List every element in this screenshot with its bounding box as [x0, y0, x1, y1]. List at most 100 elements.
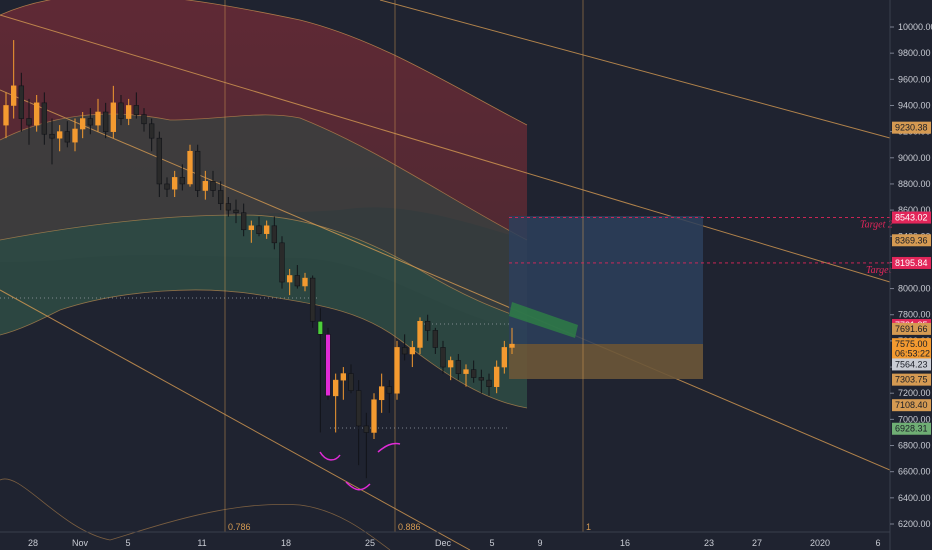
candle-body: [470, 369, 477, 378]
candle-body: [417, 320, 423, 348]
candle-body: [156, 137, 163, 185]
candle-body: [263, 225, 270, 234]
price-badge-label: 8369.36: [895, 235, 928, 245]
price-badge: [892, 373, 931, 386]
candle-body: [187, 150, 193, 185]
y-tick-label: 6600.00: [898, 467, 931, 477]
candle-body: [202, 181, 209, 191]
candle-body: [225, 203, 232, 211]
candle-body: [325, 334, 331, 397]
candle-body: [18, 85, 25, 119]
x-tick-label: 6: [875, 538, 880, 548]
price-badge-label: 6928.31: [895, 424, 928, 434]
x-tick-label: 5: [125, 538, 130, 548]
fib-label-0886: 0.886: [398, 522, 421, 532]
trendlines: [0, 0, 891, 550]
price-badge-label: 8195.84: [895, 258, 928, 268]
price-badge: [892, 256, 931, 269]
candle-body: [394, 347, 400, 394]
x-tick-label: 5: [489, 538, 494, 548]
x-tick-label: 9: [537, 538, 542, 548]
candle-body: [56, 131, 63, 139]
candle-body: [79, 118, 86, 130]
candle-body: [401, 347, 408, 355]
candle-body: [348, 373, 354, 391]
y-tick-label: 6400.00: [898, 493, 931, 503]
price-badge: [892, 358, 931, 371]
y-tick-label: 9600.00: [898, 74, 931, 84]
candle-body: [49, 133, 55, 139]
price-badge: [892, 211, 931, 224]
price-badge: [892, 121, 931, 134]
y-tick-label: 9000.00: [898, 153, 931, 163]
target-lines: Target 2 Target: [509, 216, 893, 276]
price-badge-label: 9230.38: [895, 123, 928, 133]
bottom-curve: [0, 478, 391, 550]
candle-body: [240, 212, 247, 231]
x-tick-label: 27: [752, 538, 762, 548]
y-axis: 6200.00 6400.00 6600.00 6800.00 7000.00 7200.…: [889, 0, 932, 550]
candle-body: [279, 242, 285, 283]
candle-body: [409, 347, 416, 355]
candle-body: [378, 386, 385, 401]
candle-body: [478, 377, 485, 381]
candlesticks: [3, 40, 515, 479]
fib-label-0786: 0.786: [228, 522, 251, 532]
y-tick-label: 9400.00: [898, 100, 931, 110]
middle-line-2: [0, 214, 528, 321]
price-badge: [892, 422, 931, 435]
y-tick-label: 6200.00: [898, 519, 931, 529]
candle-body: [371, 399, 377, 433]
candle-body: [95, 111, 101, 126]
upper-band-line: [0, 0, 528, 126]
price-badge-label: 7303.75: [895, 375, 928, 385]
x-axis: 28 Nov 5 11 18 25 Dec 5 9 16 23 27 2020 …: [0, 531, 890, 548]
candle-body: [424, 320, 431, 331]
candle-body: [141, 114, 147, 125]
price-badge-label: 7575.00: [895, 339, 928, 349]
candle-body: [286, 275, 293, 283]
y-tick-label: 7000.00: [898, 414, 931, 424]
y-tick-label: 7800.00: [898, 310, 931, 320]
price-badge-label: 06:53:22: [895, 348, 930, 358]
candle-body: [302, 277, 308, 287]
y-tick-label: 7200.00: [898, 388, 931, 398]
candle-body: [440, 347, 446, 368]
candle-body: [447, 360, 454, 368]
x-tick-label: 2020: [810, 538, 830, 548]
candle-body: [486, 379, 492, 387]
price-badge-label: 7564.23: [895, 359, 928, 369]
target-2-label: Target 2: [860, 219, 893, 230]
price-badge: [892, 322, 931, 335]
candle-body: [233, 209, 239, 214]
candle-body: [110, 102, 117, 132]
candle-body: [194, 150, 201, 191]
candle-body: [386, 386, 393, 394]
y-tick-label: 8800.00: [898, 179, 931, 189]
candle-body: [210, 181, 216, 191]
candle-body: [118, 102, 124, 119]
position-tool[interactable]: [509, 216, 703, 379]
candle-body: [317, 320, 324, 335]
candle-body: [102, 111, 109, 132]
y-tick-label: 9800.00: [898, 48, 931, 58]
candle-body: [309, 277, 316, 322]
price-badge: [892, 347, 931, 360]
price-badges: 9230.388544.038543.028369.368195.847721.…: [892, 121, 931, 435]
x-tick-label: 18: [281, 538, 291, 548]
candle-body: [463, 369, 469, 374]
price-badge-label: 7691.66: [895, 324, 928, 334]
candle-body: [26, 118, 32, 126]
price-badge: [892, 338, 931, 351]
pattern-arcs: [319, 442, 401, 491]
candle-body: [33, 102, 40, 126]
target-label: Target: [866, 265, 892, 276]
candle-body: [363, 425, 370, 433]
x-tick-label: 28: [28, 538, 38, 548]
candle-body: [148, 123, 155, 139]
x-tick-label: Dec: [435, 538, 452, 548]
candle-body: [340, 373, 347, 381]
candle-body: [355, 390, 362, 427]
fib-labels: 0.786 0.886 1: [228, 522, 591, 532]
